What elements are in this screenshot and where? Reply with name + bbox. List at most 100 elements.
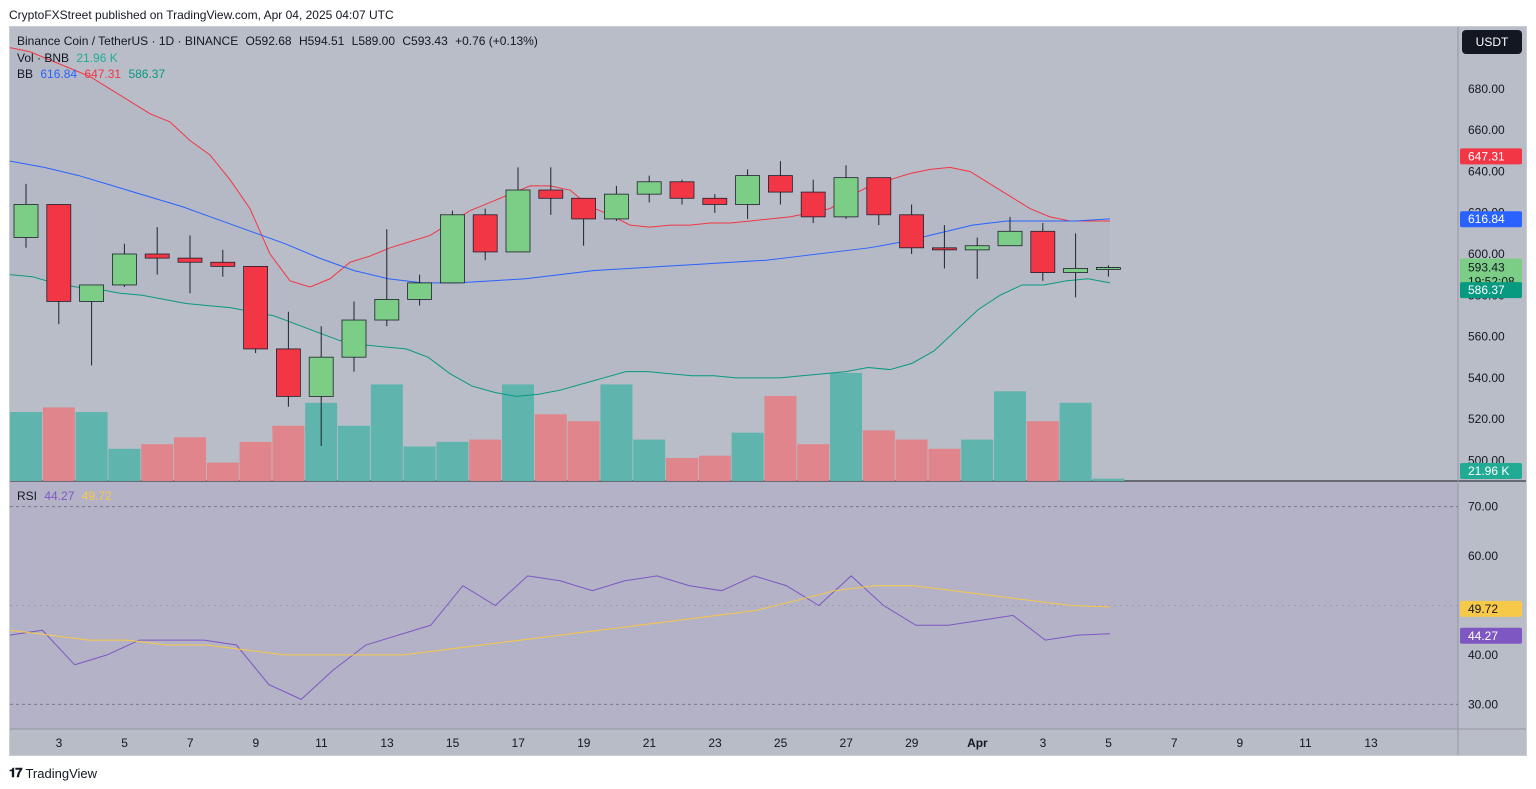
volume-bar (42, 407, 75, 481)
volume-bar (108, 448, 141, 481)
candle-body (636, 181, 662, 195)
time-tick-label: 27 (840, 736, 854, 750)
volume-bar (141, 444, 174, 481)
price-tick-label: 680.00 (1468, 82, 1505, 96)
price-tick-label: 600.00 (1468, 247, 1505, 261)
rsi-value: 44.27 (44, 489, 75, 503)
bb-upper-badge-bg (1460, 148, 1522, 165)
volume-bar (338, 425, 370, 481)
candle-body (210, 261, 236, 267)
volume-bar (797, 444, 830, 481)
candle-body (112, 253, 137, 286)
time-tick-label: 29 (905, 736, 919, 750)
rsi-tick-label: 40.00 (1468, 648, 1498, 662)
volume-bar (961, 439, 994, 481)
rsi-ma-value: 49.72 (81, 489, 112, 503)
bb-upper-line (10, 47, 1110, 288)
time-tick-label: 9 (252, 736, 259, 750)
rsi-ma-badge-bg (1460, 600, 1522, 617)
candle-body (538, 189, 564, 199)
candle-body (932, 247, 957, 251)
time-tick-label: 11 (1299, 736, 1312, 750)
rsi-ma-badge: 49.72 (1468, 602, 1498, 616)
candle-body (46, 204, 72, 302)
bb-lower-line (10, 274, 1111, 397)
currency-button[interactable]: USDT (1462, 30, 1522, 54)
candle-body (669, 181, 695, 199)
volume-bar (1092, 478, 1125, 481)
candle-body (899, 214, 924, 249)
volume-bar (1026, 421, 1059, 481)
last-price-badge: 593.43 (1468, 261, 1505, 275)
rsi-tick-label: 60.00 (1468, 549, 1498, 563)
candle-body (144, 253, 170, 259)
time-tick-label: 23 (708, 736, 722, 750)
bb-lower-badge: 586.37 (1468, 283, 1505, 297)
time-tick-label: 15 (446, 736, 460, 750)
candle-body (604, 193, 629, 220)
candle-body (275, 348, 301, 397)
rsi-badge-bg (1460, 627, 1522, 644)
price-tick-label: 660.00 (1468, 123, 1505, 137)
bb-upper-badge: 647.31 (1468, 149, 1505, 163)
symbol-legend[interactable]: Binance Coin / TetherUS · 1D · BINANCE O… (17, 34, 542, 48)
volume-bar (10, 412, 42, 481)
time-tick-label: 17 (512, 736, 526, 750)
chart-frame[interactable]: 700.00680.00660.00640.00620.00600.00580.… (9, 26, 1527, 756)
candle-body (177, 257, 203, 263)
price-tick-label: 640.00 (1468, 164, 1505, 178)
chart-svg[interactable]: 700.00680.00660.00640.00620.00600.00580.… (10, 27, 1527, 756)
volume-bar (764, 395, 797, 481)
time-tick-label: 7 (1171, 736, 1178, 750)
volume-bar (534, 414, 567, 481)
candle-body (997, 230, 1023, 247)
volume-legend[interactable]: Vol · BNB 21.96 K (17, 51, 122, 65)
bb-basis-line (10, 160, 1111, 284)
bb-legend[interactable]: BB 616.84 647.31 586.37 (17, 67, 169, 81)
bb-upper-value: 647.31 (84, 67, 122, 81)
footer[interactable]: 𝟏𝟕 TradingView (9, 765, 97, 781)
candle-body (374, 298, 400, 321)
rsi-legend[interactable]: RSI 44.27 49.72 (17, 489, 116, 503)
candle-body (702, 197, 728, 205)
last-price-badge-bg (1460, 258, 1522, 289)
volume-bar (370, 384, 403, 481)
volume-bar (1059, 402, 1092, 481)
candle-body (1063, 268, 1088, 273)
rsi-line (10, 575, 1111, 700)
rsi-label: RSI (17, 489, 38, 503)
volume-bar (994, 391, 1026, 481)
candle-body (407, 282, 433, 300)
candle-body (1030, 230, 1056, 273)
time-tick-label: 19 (577, 736, 591, 750)
ohlc-open: O592.68 (245, 34, 292, 48)
time-tick-label: 3 (56, 736, 63, 750)
time-tick-label: 21 (643, 736, 657, 750)
bb-basis-value: 616.84 (40, 67, 78, 81)
candle-body (964, 245, 990, 251)
candle-body (472, 214, 498, 253)
ohlc-close: C593.43 (402, 34, 448, 48)
candle-body (439, 214, 465, 284)
time-tick-label: 5 (1105, 736, 1112, 750)
volume-bar (731, 432, 764, 481)
price-change: +0.76 (+0.13%) (455, 34, 538, 48)
volume-bar (502, 384, 534, 481)
bb-lower-badge-bg (1460, 282, 1522, 299)
price-tick-label: 540.00 (1468, 371, 1505, 385)
publisher-line: CryptoFXStreet published on TradingView.… (9, 8, 394, 22)
bb-label: BB (17, 67, 34, 81)
candle-body (13, 204, 39, 238)
candle-body (243, 265, 269, 350)
volume-bar (469, 439, 502, 481)
bb-fill (10, 47, 1110, 397)
time-tick-label: 13 (380, 736, 394, 750)
time-tick-label: 13 (1364, 736, 1378, 750)
candle-body (866, 177, 892, 216)
candle-body (341, 319, 367, 358)
volume-bar (600, 384, 633, 481)
candle-body (800, 191, 826, 218)
candle-body (571, 197, 596, 220)
bb-lower-value: 586.37 (128, 67, 166, 81)
volume-bar (272, 425, 305, 481)
